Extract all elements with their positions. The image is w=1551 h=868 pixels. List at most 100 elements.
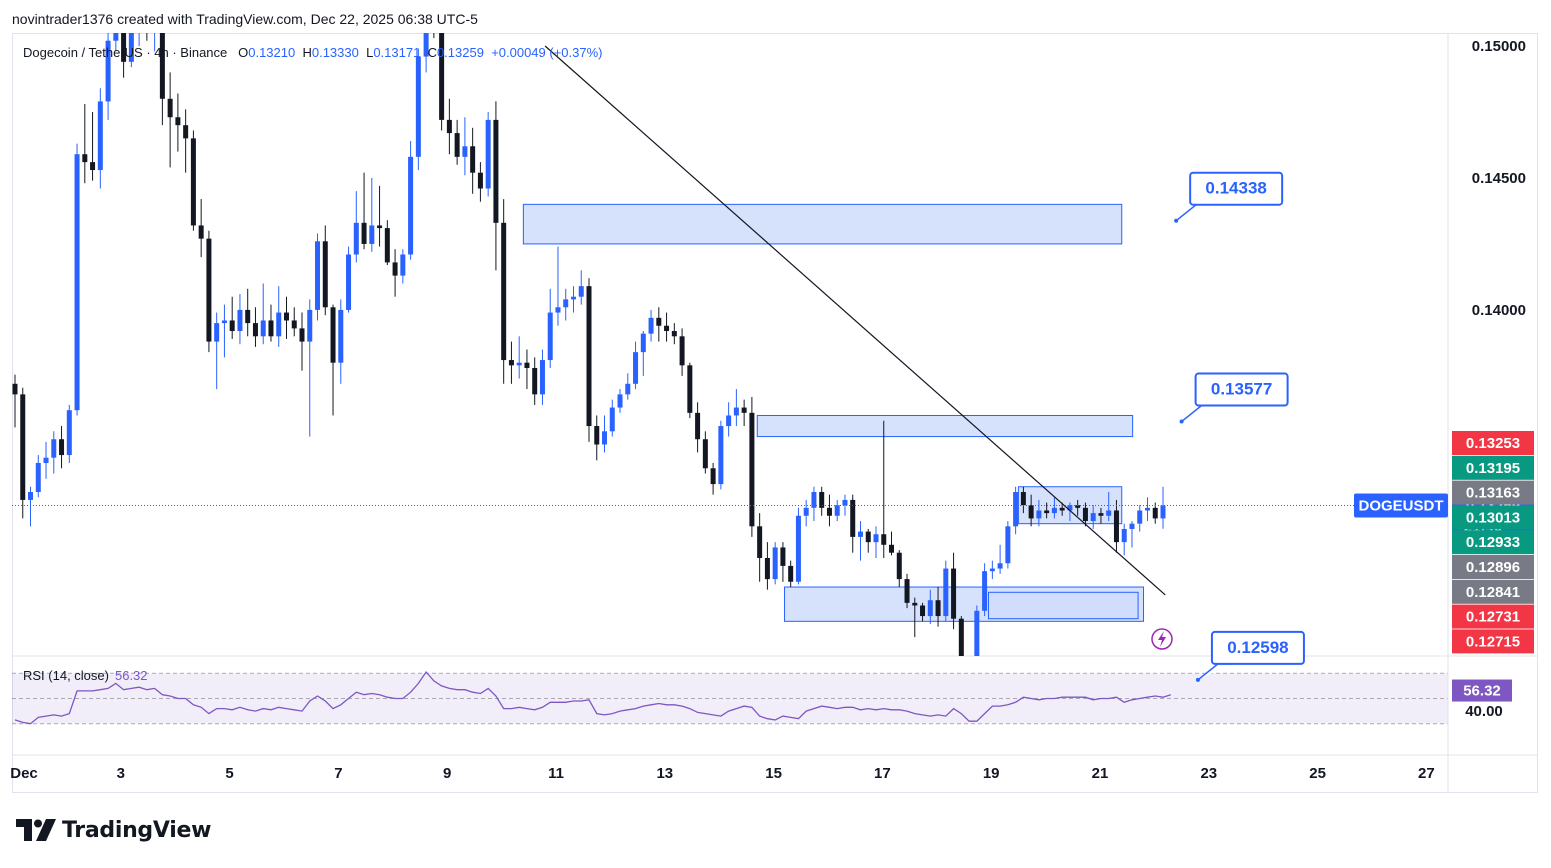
price-tag: 0.13163 [1466, 485, 1520, 502]
candle-body [121, 33, 127, 62]
candle-body [353, 222, 359, 255]
price-tag-bg [1452, 604, 1534, 629]
time-tick-label: 5 [225, 765, 233, 782]
candle-body [214, 323, 220, 342]
time-tick-label: 9 [443, 765, 451, 782]
candle-body [733, 407, 739, 416]
candle-body [183, 125, 189, 139]
candle-body [726, 415, 732, 427]
supply-demand-zone [987, 591, 1139, 620]
candle-body [1160, 505, 1166, 519]
rsi-value-tag-bg [1452, 679, 1512, 702]
chart-frame [12, 33, 1538, 793]
candle-body [656, 317, 662, 326]
candle-body [175, 117, 181, 126]
price-tick-label: 0.14500 [1472, 170, 1526, 187]
candle-body [958, 618, 964, 656]
price-tag: 0.12933 [1466, 534, 1520, 551]
candle-body [819, 492, 825, 508]
symbol-tag-bg [1354, 493, 1448, 518]
candle-body [35, 462, 41, 493]
candle-body [1121, 528, 1127, 543]
candle-body [555, 307, 561, 313]
candle-body [1051, 507, 1057, 514]
rsi-level-label: 40.00 [1465, 703, 1503, 720]
supply-demand-zone [522, 203, 1123, 245]
candle-body [377, 225, 383, 229]
price-tag: 0.12896 [1466, 559, 1520, 576]
price-tag-bg [1452, 431, 1534, 455]
candle-body [586, 286, 592, 427]
price-tag-bg [1452, 455, 1534, 480]
candle-body [470, 146, 476, 173]
candle-body [997, 563, 1003, 569]
candle-body [415, 56, 421, 157]
candle-body [772, 547, 778, 580]
candle-body [477, 172, 483, 189]
price-tag: 0.13253 [1466, 435, 1520, 452]
candle-body [640, 333, 646, 353]
candle-body [788, 565, 794, 582]
rsi-value-tag: 56.32 [1463, 683, 1501, 700]
zones [522, 203, 1145, 622]
candle-body [912, 602, 918, 606]
candle-body [508, 360, 514, 366]
candle-body [43, 457, 49, 463]
time-tick-label: 25 [1309, 765, 1326, 782]
candle-body [1005, 526, 1011, 564]
tradingview-logo-icon [16, 819, 56, 841]
candle-body [718, 426, 724, 485]
candle-body [361, 222, 367, 244]
trendline [544, 45, 1166, 596]
candle-body [749, 412, 755, 527]
candle-body [229, 320, 235, 332]
candle-body [633, 352, 639, 384]
candle-body [1013, 492, 1019, 527]
candle-body [1129, 523, 1135, 529]
time-tick-label: Dec [10, 765, 38, 782]
candle-body [237, 309, 243, 332]
candle-body [221, 320, 227, 324]
candle-body [889, 544, 895, 553]
candle-body [974, 610, 980, 656]
candle-body [1059, 507, 1065, 511]
candle-body [322, 241, 328, 308]
low-label: L [366, 45, 374, 60]
time-tick-label: 11 [548, 765, 564, 782]
candle-body [865, 531, 871, 543]
candle-body [1098, 513, 1104, 516]
candle-body [330, 307, 336, 363]
candle-body [245, 309, 251, 324]
candle-body [989, 568, 995, 572]
candle-body [137, 0, 142, 20]
candle-body [679, 336, 685, 366]
candle-body [1106, 510, 1112, 516]
candle-body [873, 534, 879, 543]
symbol-title[interactable]: Dogecoin / TetherUS · 4h · Binance [23, 45, 228, 60]
candle-body [1020, 492, 1026, 506]
candle-body [291, 320, 297, 329]
candle-body [1152, 507, 1158, 519]
candle-body [1028, 505, 1034, 519]
rsi-title[interactable]: RSI (14, close) [23, 668, 109, 683]
tradingview-logo[interactable]: TradingView [16, 815, 211, 845]
candle-body [439, 33, 445, 120]
candle-body [982, 571, 988, 611]
price-tag-bg [1452, 555, 1534, 579]
candle-body [276, 312, 282, 337]
candle-body [315, 241, 321, 310]
candle-body [524, 362, 530, 368]
candle-body [834, 505, 840, 516]
candle-body [625, 383, 631, 395]
candle-body [12, 383, 18, 395]
candle-body [594, 426, 600, 445]
candle-body [842, 499, 848, 506]
candle-body [113, 33, 119, 41]
price-tag-bg [1452, 480, 1534, 505]
price-tick-label: 0.14000 [1472, 302, 1526, 319]
candle-body [206, 238, 212, 342]
time-tick-label: 21 [1092, 765, 1109, 782]
candle-body [167, 98, 173, 118]
callout-box [1194, 372, 1289, 407]
